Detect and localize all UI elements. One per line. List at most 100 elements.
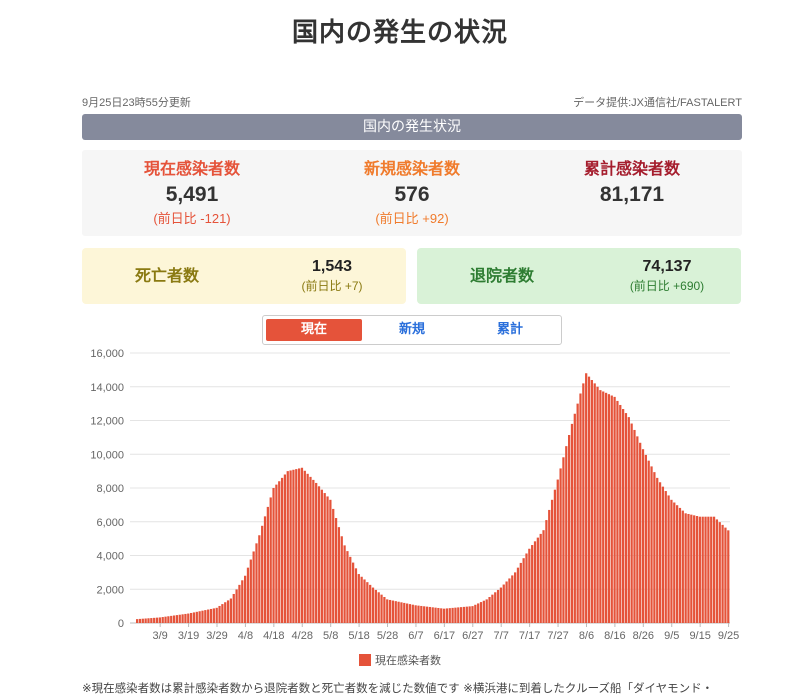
bar bbox=[579, 393, 582, 623]
bar bbox=[278, 481, 281, 623]
active-cases-chart: 0 2,000 4,000 6,000 8,000 10,000 12,000 14,000 1… bbox=[90, 348, 739, 642]
bar bbox=[673, 502, 676, 623]
bar bbox=[136, 619, 139, 623]
bar bbox=[647, 460, 650, 623]
bar bbox=[170, 615, 173, 623]
bar bbox=[604, 392, 608, 623]
tab-current[interactable]: 現在 bbox=[266, 319, 362, 341]
bar bbox=[195, 611, 198, 623]
y-tick-label: 0 bbox=[118, 618, 124, 630]
bar bbox=[670, 499, 673, 623]
bar bbox=[229, 598, 233, 623]
bar bbox=[317, 486, 321, 623]
x-tick-label: 3/19 bbox=[178, 630, 199, 642]
bar bbox=[235, 589, 238, 623]
deaths-value-group: 1,543 (前日比 +7) bbox=[252, 257, 412, 295]
bar bbox=[334, 518, 338, 623]
bar bbox=[573, 413, 576, 623]
x-tick-label: 5/8 bbox=[323, 630, 338, 642]
bar bbox=[440, 608, 443, 623]
bar bbox=[468, 606, 471, 623]
bar bbox=[460, 607, 463, 623]
bar bbox=[349, 556, 352, 623]
x-tick-label: 6/7 bbox=[408, 630, 423, 642]
bar bbox=[346, 551, 349, 623]
x-tick-label: 3/29 bbox=[206, 630, 227, 642]
bar bbox=[357, 574, 360, 623]
deaths-label: 死亡者数 bbox=[134, 266, 199, 285]
bar bbox=[630, 423, 633, 623]
bar bbox=[258, 535, 261, 623]
bar bbox=[326, 496, 329, 623]
bar bbox=[400, 602, 403, 623]
bar bbox=[352, 562, 355, 623]
bar bbox=[550, 499, 554, 623]
stat-new-value: 576 bbox=[394, 183, 430, 206]
bar bbox=[582, 383, 585, 623]
bar bbox=[388, 599, 392, 623]
bar bbox=[280, 477, 284, 623]
bar bbox=[568, 435, 571, 623]
bar bbox=[232, 593, 235, 623]
bar bbox=[212, 608, 215, 623]
tab-new[interactable]: 新規 bbox=[398, 322, 425, 337]
bar bbox=[428, 606, 431, 623]
bar bbox=[695, 516, 699, 623]
bar bbox=[386, 599, 389, 623]
y-tick-label: 6,000 bbox=[96, 517, 124, 529]
chart-legend: 現在感染者数 bbox=[0, 652, 800, 668]
bar bbox=[332, 508, 335, 623]
bar bbox=[556, 479, 559, 623]
tab-total[interactable]: 累計 bbox=[496, 322, 523, 337]
bar bbox=[721, 524, 724, 623]
bar bbox=[602, 391, 605, 623]
bar bbox=[420, 605, 423, 623]
bar bbox=[292, 469, 295, 623]
bar bbox=[650, 466, 653, 623]
x-tick-label: 9/5 bbox=[664, 630, 679, 642]
bar bbox=[323, 493, 326, 623]
x-tick-label: 5/18 bbox=[348, 630, 369, 642]
recovered-panel: 退院者数 74,137 (前日比 +690) bbox=[417, 248, 741, 304]
section-header: 国内の発生状況 bbox=[82, 114, 742, 140]
bar bbox=[684, 513, 687, 623]
bar bbox=[300, 467, 304, 623]
bar bbox=[676, 505, 679, 623]
bar bbox=[431, 607, 434, 623]
bar bbox=[622, 409, 625, 623]
stat-current-diff: (前日比 -121) bbox=[153, 211, 231, 226]
y-tick-label: 12,000 bbox=[90, 416, 124, 428]
bar bbox=[687, 513, 690, 623]
bar bbox=[593, 383, 596, 623]
bar bbox=[462, 606, 466, 623]
bar bbox=[178, 614, 181, 623]
x-tick-label: 4/18 bbox=[263, 630, 284, 642]
bar bbox=[639, 442, 642, 623]
meta-row: 9月25日23時55分更新 データ提供:JX通信社/FASTALERT bbox=[82, 94, 742, 109]
bar bbox=[187, 613, 190, 623]
bar bbox=[298, 468, 301, 623]
x-tick-label: 7/27 bbox=[547, 630, 568, 642]
bar bbox=[266, 506, 269, 623]
y-tick-label: 16,000 bbox=[90, 348, 124, 360]
bar bbox=[204, 610, 207, 623]
recovered-value-group: 74,137 (前日比 +690) bbox=[587, 257, 747, 295]
bar bbox=[707, 516, 710, 623]
stat-new-label: 新規感染者数 bbox=[363, 159, 460, 178]
bar bbox=[664, 491, 667, 623]
bar bbox=[374, 589, 377, 623]
bar bbox=[479, 602, 483, 623]
y-tick-label: 8,000 bbox=[96, 483, 124, 495]
bar bbox=[565, 446, 568, 623]
stat-total-label: 累計感染者数 bbox=[583, 159, 680, 178]
bar bbox=[698, 516, 701, 623]
x-tick-label: 7/17 bbox=[519, 630, 540, 642]
bar bbox=[681, 510, 684, 623]
y-tick-label: 14,000 bbox=[90, 382, 124, 394]
bar bbox=[215, 607, 218, 623]
bar bbox=[522, 558, 525, 623]
bar bbox=[525, 553, 528, 623]
bar bbox=[275, 484, 278, 623]
bar bbox=[315, 482, 318, 623]
recovered-diff: (前日比 +690) bbox=[629, 279, 705, 293]
